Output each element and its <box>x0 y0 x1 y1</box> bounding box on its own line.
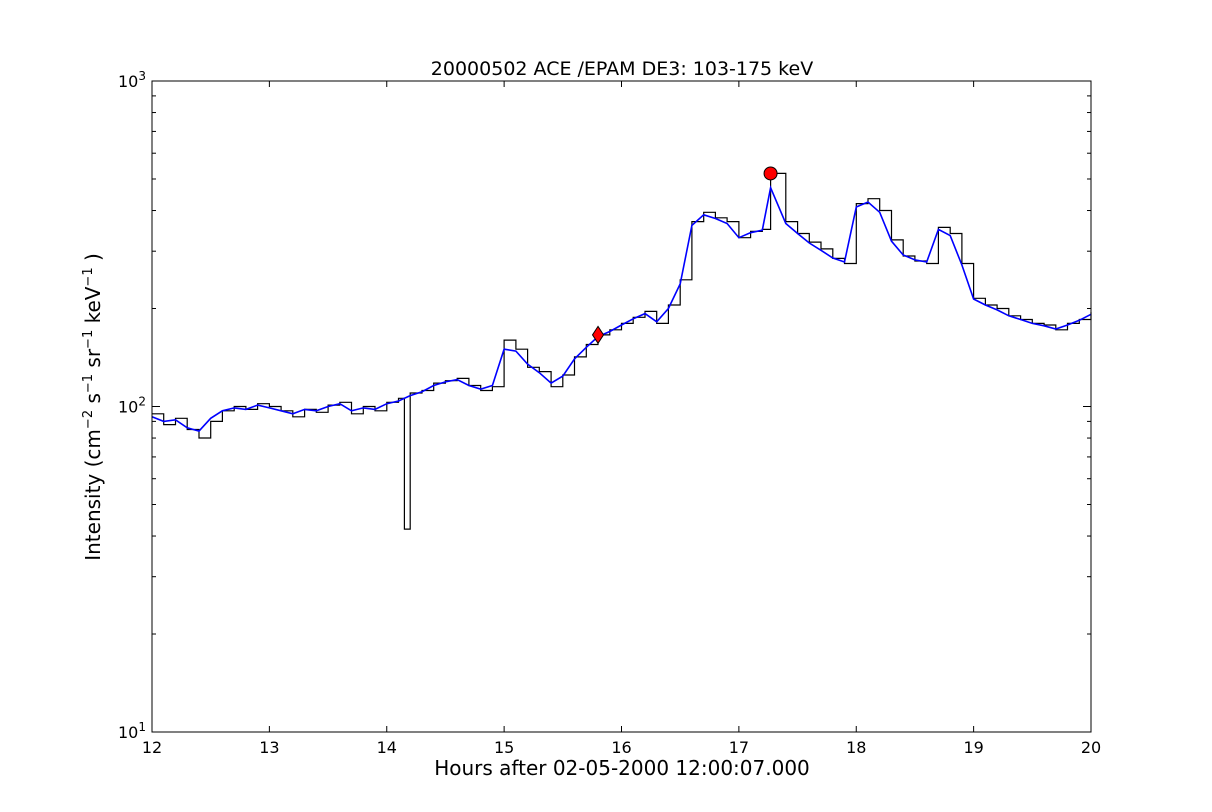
y-label-exp-s: −1 <box>81 374 96 393</box>
y-tick-label: 101 <box>118 720 146 742</box>
y-tick-exponent: 3 <box>138 69 146 83</box>
x-tick-label: 12 <box>142 738 162 757</box>
plot-area <box>151 166 1092 530</box>
x-tick-label: 15 <box>494 738 514 757</box>
raw-series-line <box>152 172 1092 530</box>
y-label-kev: keV <box>81 286 105 330</box>
marker-layer <box>591 166 778 345</box>
x-tick-label: 16 <box>611 738 631 757</box>
x-tick-label: 19 <box>963 738 983 757</box>
y-label-prefix: Intensity (cm <box>81 429 105 561</box>
peak-circle-marker <box>763 166 778 181</box>
y-tick-base: 10 <box>118 723 138 742</box>
y-tick-exponent: 2 <box>138 395 146 409</box>
x-tick-label: 14 <box>377 738 397 757</box>
y-tick-exponent: 1 <box>138 720 146 734</box>
y-axis-label: Intensity (cm−2 s−1 sr−1 keV−1 ) <box>81 253 105 561</box>
y-tick-base: 10 <box>118 398 138 417</box>
smoothed-series-layer <box>151 184 1092 433</box>
onset-diamond-marker <box>591 325 605 345</box>
chart-title: 20000502 ACE /EPAM DE3: 103-175 keV <box>431 58 813 80</box>
y-label-s: s <box>81 393 105 410</box>
x-tick-label: 13 <box>259 738 279 757</box>
y-label-exp-cm: −2 <box>81 410 96 429</box>
x-tick-label: 20 <box>1081 738 1101 757</box>
x-axis-label: Hours after 02-05-2000 12:00:07.000 <box>434 756 810 780</box>
y-tick-label: 102 <box>118 395 146 417</box>
x-tick-label: 18 <box>846 738 866 757</box>
y-label-exp-kev: −1 <box>81 267 96 286</box>
x-tick-label: 17 <box>729 738 749 757</box>
y-tick-label: 103 <box>118 69 146 91</box>
y-label-suffix: ) <box>81 253 105 267</box>
y-label-exp-sr: −1 <box>81 330 96 349</box>
x-axis-ticks: 12 13 14 15 16 17 18 19 20 <box>142 81 1101 757</box>
raw-series-layer <box>152 172 1092 530</box>
y-tick-base: 10 <box>118 72 138 91</box>
y-label-sr: sr <box>81 348 105 374</box>
smoothed-series-line <box>151 184 1092 433</box>
